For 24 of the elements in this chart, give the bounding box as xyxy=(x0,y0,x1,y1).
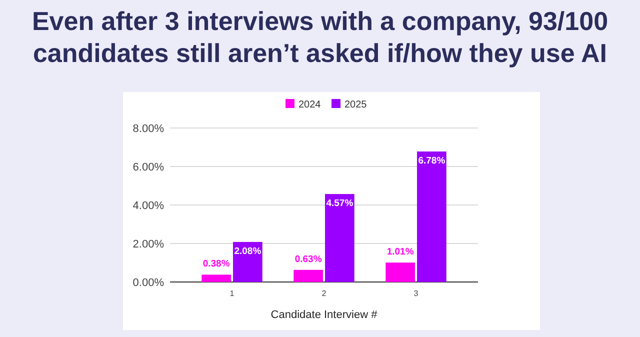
y-tick-label: 8.00% xyxy=(132,122,164,135)
bar xyxy=(386,262,415,282)
data-label: 4.57% xyxy=(326,198,354,210)
bar xyxy=(202,274,231,282)
legend-label: 2024 xyxy=(298,100,322,110)
data-label: 1.01% xyxy=(386,246,414,258)
y-tick-label: 6.00% xyxy=(132,161,164,174)
data-label: 2.08% xyxy=(234,246,262,257)
data-label: 0.63% xyxy=(294,254,322,265)
y-tick-label: 4.00% xyxy=(132,200,164,212)
bar xyxy=(233,242,262,282)
data-label: 0.38% xyxy=(202,258,230,270)
chart-title: Even after 3 interviews with a company, 93/100 candidates still aren’t asked if/how they use AI xyxy=(32,6,608,68)
x-tick-label: 3 xyxy=(414,289,419,298)
data-label: 6.78% xyxy=(418,155,446,166)
x-axis-title: Candidate Interview # xyxy=(270,309,378,321)
legend-label: 2025 xyxy=(344,100,368,110)
bar xyxy=(294,270,323,282)
y-tick-label: 2.00% xyxy=(132,238,164,250)
x-tick-label: 1 xyxy=(230,289,235,298)
bar xyxy=(325,194,354,282)
x-tick-label: 2 xyxy=(322,289,327,298)
y-tick-label: 0.00% xyxy=(132,276,164,289)
bar xyxy=(417,151,446,282)
